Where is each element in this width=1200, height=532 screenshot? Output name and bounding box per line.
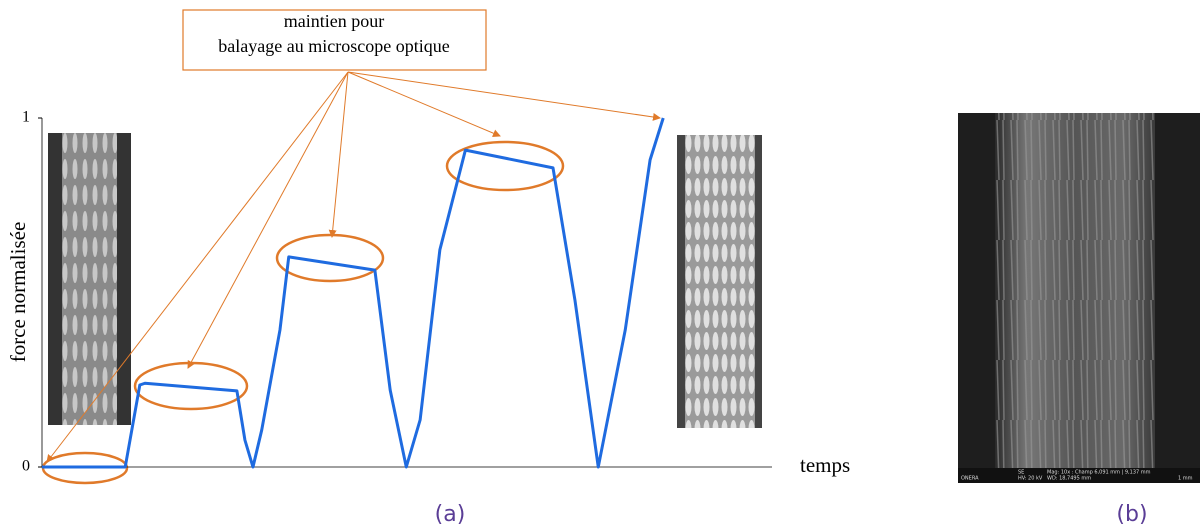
force-curve <box>42 117 665 469</box>
micrograph-left <box>48 133 131 425</box>
sem-image <box>958 113 1200 483</box>
sem-label: 1 mm <box>1178 476 1193 482</box>
annotation-text: balayage au microscope optique <box>218 36 449 56</box>
sem-label: ONERA <box>961 476 979 482</box>
annotation-box <box>182 9 487 71</box>
panel-label: (a) <box>435 502 466 527</box>
annotation-text: maintien pour <box>284 11 384 31</box>
sem-label: HV: 20 kV <box>1018 476 1043 482</box>
y-tick-label: 0 <box>22 458 30 475</box>
x-axis-label: temps <box>800 453 850 477</box>
panel-label: (b) <box>1116 502 1147 527</box>
sem-label: SE <box>1018 470 1024 476</box>
annotation-arrows <box>46 71 661 463</box>
sem-label: WD: 18,7495 mm <box>1047 476 1091 482</box>
hold-ellipses <box>41 140 565 485</box>
y-axis-label: force normalisée <box>6 222 30 363</box>
y-tick-label: 1 <box>22 109 30 126</box>
micrograph-right <box>677 135 762 428</box>
sem-label: Mag: 10x : Champ 6,091 mm | 9,137 mm <box>1047 470 1151 476</box>
